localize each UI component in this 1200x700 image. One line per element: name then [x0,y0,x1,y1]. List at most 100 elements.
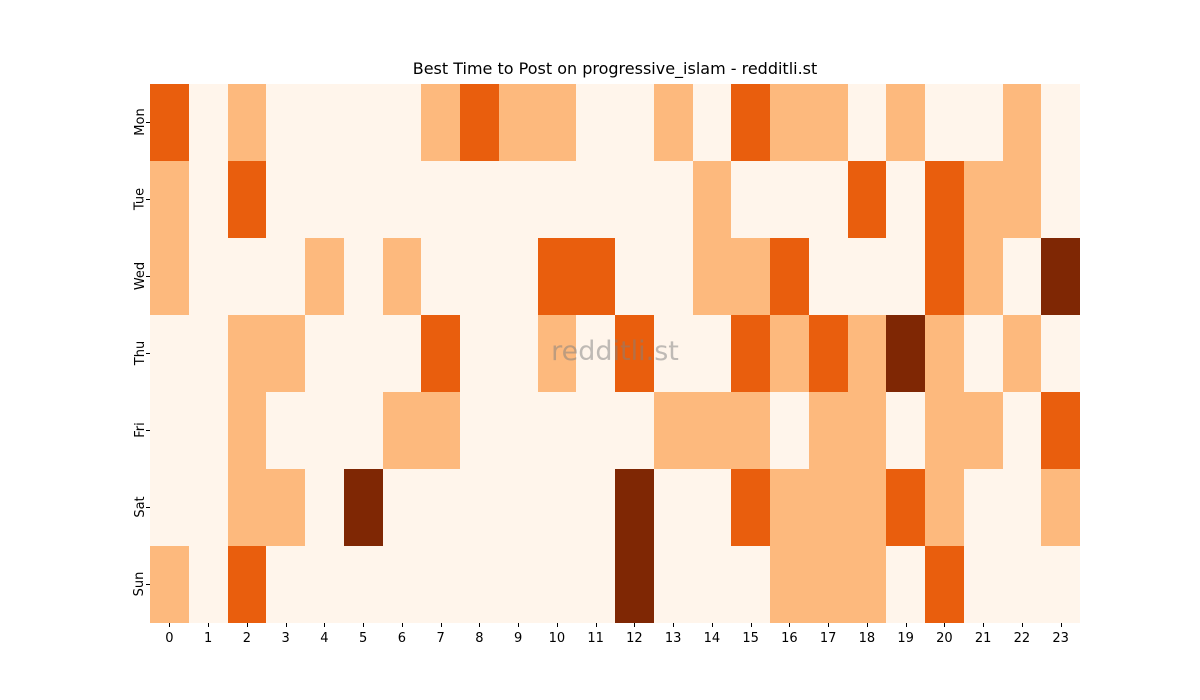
heatmap-cell [692,392,732,469]
heatmap-cell [343,392,383,469]
heatmap-cell [576,315,615,392]
heatmap-cell [847,238,887,315]
heatmap-cell [188,546,228,623]
x-tick-label: 17 [819,631,837,646]
x-tick-mark [711,623,713,627]
heatmap-cell [343,238,383,315]
x-tick-mark [363,623,365,627]
heatmap-cell [576,161,615,238]
x-tick-label: 10 [548,631,566,646]
heatmap-cell [421,238,460,315]
heatmap-cell [847,84,887,161]
heatmap-cell [421,392,460,469]
heatmap-cell [460,238,499,315]
heatmap-cell [808,315,848,392]
x-tick-mark [750,623,752,627]
x-tick-mark [401,623,403,627]
heatmap-cell [653,238,693,315]
heatmap-cell [343,84,383,161]
x-tick: 5 [344,623,383,653]
heatmap-cell [266,469,305,546]
heatmap-cell [537,315,577,392]
heatmap-cell [1041,469,1080,546]
x-tick: 8 [460,623,499,653]
heatmap-cell [847,469,887,546]
y-tick: Sun [110,546,150,623]
heatmap-cell [615,469,654,546]
x-tick: 7 [421,623,460,653]
x-tick: 17 [809,623,848,653]
heatmap-cell [653,315,693,392]
heatmap-cell [1041,546,1080,623]
x-tick: 14 [693,623,732,653]
heatmap-cell [266,392,305,469]
x-tick-label: 6 [397,631,407,646]
heatmap-cell [615,546,654,623]
heatmap-cell [886,392,925,469]
y-tick-label: Sat [132,496,148,518]
heatmap-cell [150,392,189,469]
chart-title: Best Time to Post on progressive_islam -… [412,59,818,78]
heatmap-cell [925,546,964,623]
heatmap-cell [847,546,887,623]
heatmap-cell [421,84,460,161]
heatmap-cell [692,84,732,161]
x-tick-mark [1021,623,1023,627]
heatmap-grid [150,84,1080,623]
heatmap-cell [382,84,422,161]
heatmap-cell [150,546,189,623]
x-tick: 11 [576,623,615,653]
heatmap-cell [188,84,228,161]
heatmap-cell [847,392,887,469]
x-tick: 10 [538,623,577,653]
heatmap-cell [770,469,809,546]
y-tick-label: Sun [132,571,148,597]
heatmap-cell [963,315,1003,392]
x-tick: 12 [615,623,654,653]
heatmap-cell [421,469,460,546]
x-tick-label: 19 [897,631,914,646]
x-tick-mark [556,623,558,627]
heatmap-cell [692,315,732,392]
y-tick-mark [146,276,150,277]
heatmap-cell [421,315,460,392]
heatmap-cell [576,469,615,546]
heatmap-cell [460,546,499,623]
heatmap-cell [305,84,344,161]
heatmap-cell [227,546,267,623]
heatmap-cell [421,546,460,623]
y-tick: Fri [110,392,150,469]
heatmap-cell [382,238,422,315]
heatmap-cell [343,161,383,238]
heatmap-cell [537,392,577,469]
heatmap-cell [770,315,809,392]
heatmap-cell [498,161,538,238]
heatmap-cell [537,546,577,623]
x-axis: 0 1 2 3 4 5 6 7 8 9 10 11 12 13 14 15 16 17 18 19 20 21 22 23 [150,623,1080,653]
heatmap-cell [1002,315,1042,392]
x-tick-mark [518,623,520,627]
heatmap-cell [886,84,925,161]
x-tick-mark [828,623,830,627]
heatmap-cell [343,315,383,392]
y-tick: Sat [110,469,150,546]
heatmap-cell [537,161,577,238]
heatmap-cell [1041,84,1080,161]
heatmap-cell [653,469,693,546]
heatmap-cell [770,392,809,469]
x-tick-label: 21 [974,631,992,646]
heatmap-cell [227,469,267,546]
heatmap-cell [150,161,189,238]
heatmap-cell [498,238,538,315]
x-tick-mark [905,623,907,627]
y-axis: Mon Tue Wed Thu Fri Sat Sun [110,84,150,623]
heatmap-cell [770,238,809,315]
x-tick: 21 [964,623,1003,653]
heatmap-cell [1041,238,1080,315]
x-tick: 0 [150,623,189,653]
heatmap-cell [615,84,654,161]
x-tick-label: 1 [203,631,213,646]
heatmap-cell [770,84,809,161]
heatmap-cell [266,161,305,238]
heatmap-cell [731,469,770,546]
